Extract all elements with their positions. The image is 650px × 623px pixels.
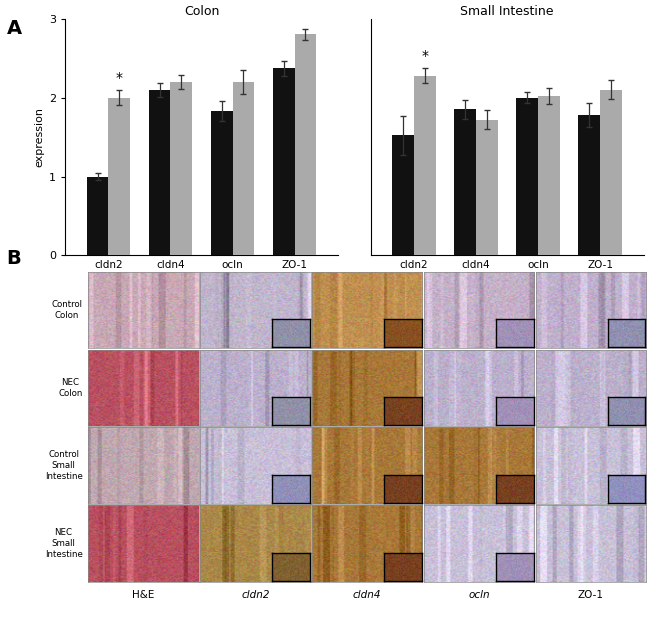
Bar <box>392 135 414 255</box>
Bar <box>414 75 436 255</box>
Bar <box>600 90 622 255</box>
Text: *: * <box>421 49 428 63</box>
Bar <box>538 96 560 255</box>
Text: cldn2: cldn2 <box>241 590 270 600</box>
Text: Control
Colon: Control Colon <box>51 300 83 320</box>
Bar <box>454 110 476 255</box>
Bar <box>516 98 538 255</box>
Text: ocln: ocln <box>468 590 490 600</box>
Text: *: * <box>116 71 123 85</box>
Title: Colon: Colon <box>184 4 219 17</box>
Bar <box>149 90 170 255</box>
Text: H&E: H&E <box>133 590 155 600</box>
Bar <box>109 98 130 255</box>
Bar <box>578 115 600 255</box>
Text: cldn4: cldn4 <box>353 590 382 600</box>
Bar <box>476 120 498 255</box>
Bar <box>170 82 192 255</box>
Title: Small Intestine: Small Intestine <box>460 4 554 17</box>
Bar <box>233 82 254 255</box>
Text: NEC
Colon: NEC Colon <box>58 378 83 398</box>
Text: NEC
Small
Intestine: NEC Small Intestine <box>45 528 83 559</box>
Bar <box>86 176 109 255</box>
Bar <box>273 69 294 255</box>
Text: B: B <box>6 249 21 268</box>
Bar <box>211 111 233 255</box>
Y-axis label: expression: expression <box>34 107 45 167</box>
Bar <box>294 34 317 255</box>
Text: ZO-1: ZO-1 <box>578 590 604 600</box>
Text: A: A <box>6 19 21 37</box>
Text: Control
Small
Intestine: Control Small Intestine <box>45 450 83 482</box>
